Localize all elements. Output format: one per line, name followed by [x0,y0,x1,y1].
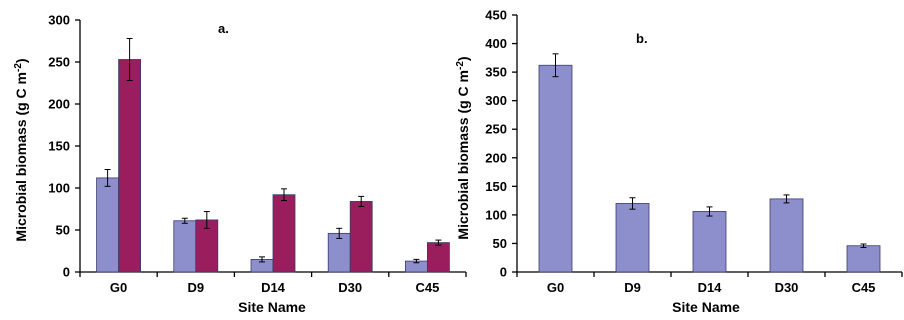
x-tick-label: C45 [852,280,876,295]
x-tick-label: G0 [110,280,127,295]
y-tick-label: 100 [485,207,507,222]
chart-panel-b: b. Microbial biomass (g C m-2) Site Name… [455,8,903,315]
error-bar-b-s0-D9 [629,197,636,210]
y-tick-label: 200 [48,97,70,112]
error-bar-a-s1-D14 [281,188,287,202]
bar-a-s1-D14 [272,194,296,273]
y-tick-label: 50 [493,236,507,251]
x-axis-label-b: Site Name [672,299,740,315]
x-tick-label: D14 [261,280,286,295]
y-tick-label: 0 [500,265,507,280]
error-bar-b-s0-C45 [860,243,867,248]
x-axis-label-a: Site Name [238,299,306,315]
bar-a-s1-C45 [426,242,450,273]
y-tick-label: 300 [485,93,507,108]
error-bar-a-s1-C45 [435,239,442,246]
y-axis-label-b: Microbial biomass (g C m-2) [455,56,471,239]
bar-a-s0-G0 [96,177,119,273]
bar-a-s1-D30 [349,201,373,273]
bar-a-s1-G0 [118,59,141,273]
bar-a-s0-D9 [173,220,197,273]
x-tick-label: D9 [187,280,204,295]
error-bar-a-s0-C45 [413,258,420,264]
x-tick-label: G0 [547,280,564,295]
x-tick-label: D30 [775,280,799,295]
y-tick-label: 150 [485,179,507,194]
y-tick-label: 100 [48,181,70,196]
x-tick-label: C45 [415,280,439,295]
bar-b-s0-D14 [692,211,727,273]
plot-area-a: 0 50 100 150 200 250 300 G0 D9 D14 D30 C45 [48,13,467,295]
error-bar-a-s1-G0 [126,37,133,81]
error-bar-a-s0-D9 [181,217,188,224]
error-bar-a-s1-D30 [358,195,365,207]
bar-b-s0-G0 [538,64,573,273]
error-bar-a-s1-D9 [203,211,210,229]
y-tick-label: 450 [485,8,507,23]
error-bar-a-s0-D14 [259,256,265,263]
y-tick-label: 400 [485,36,507,51]
y-tick-label: 250 [485,122,507,137]
error-bar-b-s0-D14 [706,206,713,217]
x-tick-label: D30 [338,280,362,295]
y-tick-label: 0 [63,265,70,280]
y-tick-label: 200 [485,150,507,165]
y-tick-label: 300 [48,13,70,28]
bar-a-s0-D30 [327,232,351,273]
error-bar-b-s0-G0 [552,53,559,78]
error-bar-a-s0-D30 [336,227,343,239]
bar-b-s0-C45 [846,245,881,273]
error-bar-a-s0-G0 [104,169,111,187]
y-axis-label-a: Microbial biomass (g C m-2) [13,58,29,241]
error-bar-b-s0-D30 [783,194,790,204]
y-tick-label: 50 [56,223,70,238]
x-tick-label: D14 [698,280,723,295]
bar-b-s0-D30 [769,198,804,273]
y-tick-label: 150 [48,139,70,154]
panel-label-a: a. [218,21,229,36]
chart-panel-a: a. Microbial biomass (g C m-2) Site Name… [13,13,467,315]
plot-area-b: 0 50 100 150 200 250 300 350 400 450 G0 D9 D14 D30 C45 [485,8,903,295]
y-tick-label: 250 [48,55,70,70]
panel-label-b: b. [636,31,648,46]
y-tick-label: 350 [485,65,507,80]
x-tick-label: D9 [624,280,641,295]
bar-b-s0-D9 [615,203,650,273]
